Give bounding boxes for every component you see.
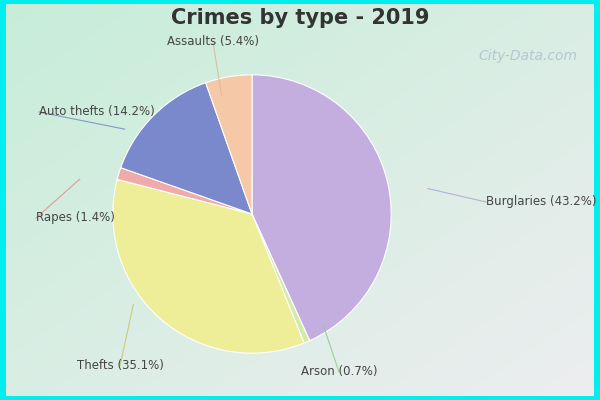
Wedge shape bbox=[113, 179, 304, 353]
Text: Rapes (1.4%): Rapes (1.4%) bbox=[36, 212, 115, 224]
Text: Thefts (35.1%): Thefts (35.1%) bbox=[77, 360, 163, 372]
Text: Crimes by type - 2019: Crimes by type - 2019 bbox=[171, 8, 429, 28]
Text: City-Data.com: City-Data.com bbox=[479, 49, 577, 63]
Wedge shape bbox=[121, 83, 252, 214]
Text: Auto thefts (14.2%): Auto thefts (14.2%) bbox=[39, 106, 155, 118]
Text: Assaults (5.4%): Assaults (5.4%) bbox=[167, 36, 259, 48]
Wedge shape bbox=[206, 75, 252, 214]
Wedge shape bbox=[117, 168, 252, 214]
Text: Burglaries (43.2%): Burglaries (43.2%) bbox=[486, 196, 596, 208]
Text: Arson (0.7%): Arson (0.7%) bbox=[301, 366, 377, 378]
Wedge shape bbox=[252, 214, 310, 343]
Wedge shape bbox=[252, 75, 391, 341]
